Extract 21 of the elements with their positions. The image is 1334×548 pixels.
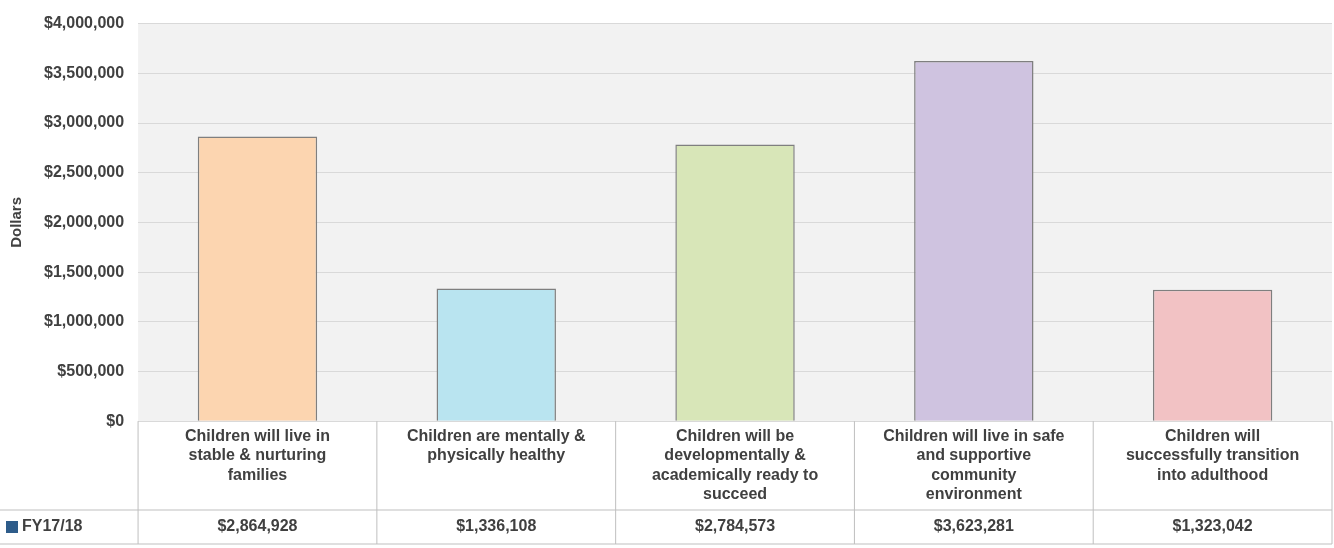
y-tick-label: $1,000,000: [44, 312, 125, 330]
y-tick-label: $2,500,000: [44, 163, 125, 181]
y-tick-label: $4,000,000: [44, 14, 125, 32]
data-label: $2,864,928: [217, 517, 298, 535]
data-label: $3,623,281: [933, 517, 1014, 535]
y-tick-label: $2,000,000: [44, 212, 125, 230]
x-tick-label: Children are mentally & physically healthy: [406, 427, 587, 464]
data-label: $1,336,108: [456, 517, 537, 535]
y-axis-title: Dollars: [7, 196, 25, 248]
y-tick-label: $0: [106, 411, 125, 429]
data-label: $1,323,042: [1172, 517, 1253, 535]
text: FY17/18: [22, 517, 83, 535]
y-tick-label: $3,000,000: [44, 113, 125, 131]
x-tick-label: Children will live in safe and supportive community environment: [883, 427, 1065, 502]
x-tick-label: Children will be developmentally & academically ready to succeed: [651, 427, 819, 502]
y-tick-label: $1,500,000: [44, 262, 125, 280]
y-tick-label: $500,000: [57, 361, 125, 379]
x-tick-label: Children will live in stable & nurturing families: [185, 427, 330, 483]
x-tick-label: Children will successfully transition into adulthood: [1125, 427, 1300, 483]
y-tick-label: $3,500,000: [44, 63, 125, 81]
data-label: $2,784,573: [695, 517, 776, 535]
